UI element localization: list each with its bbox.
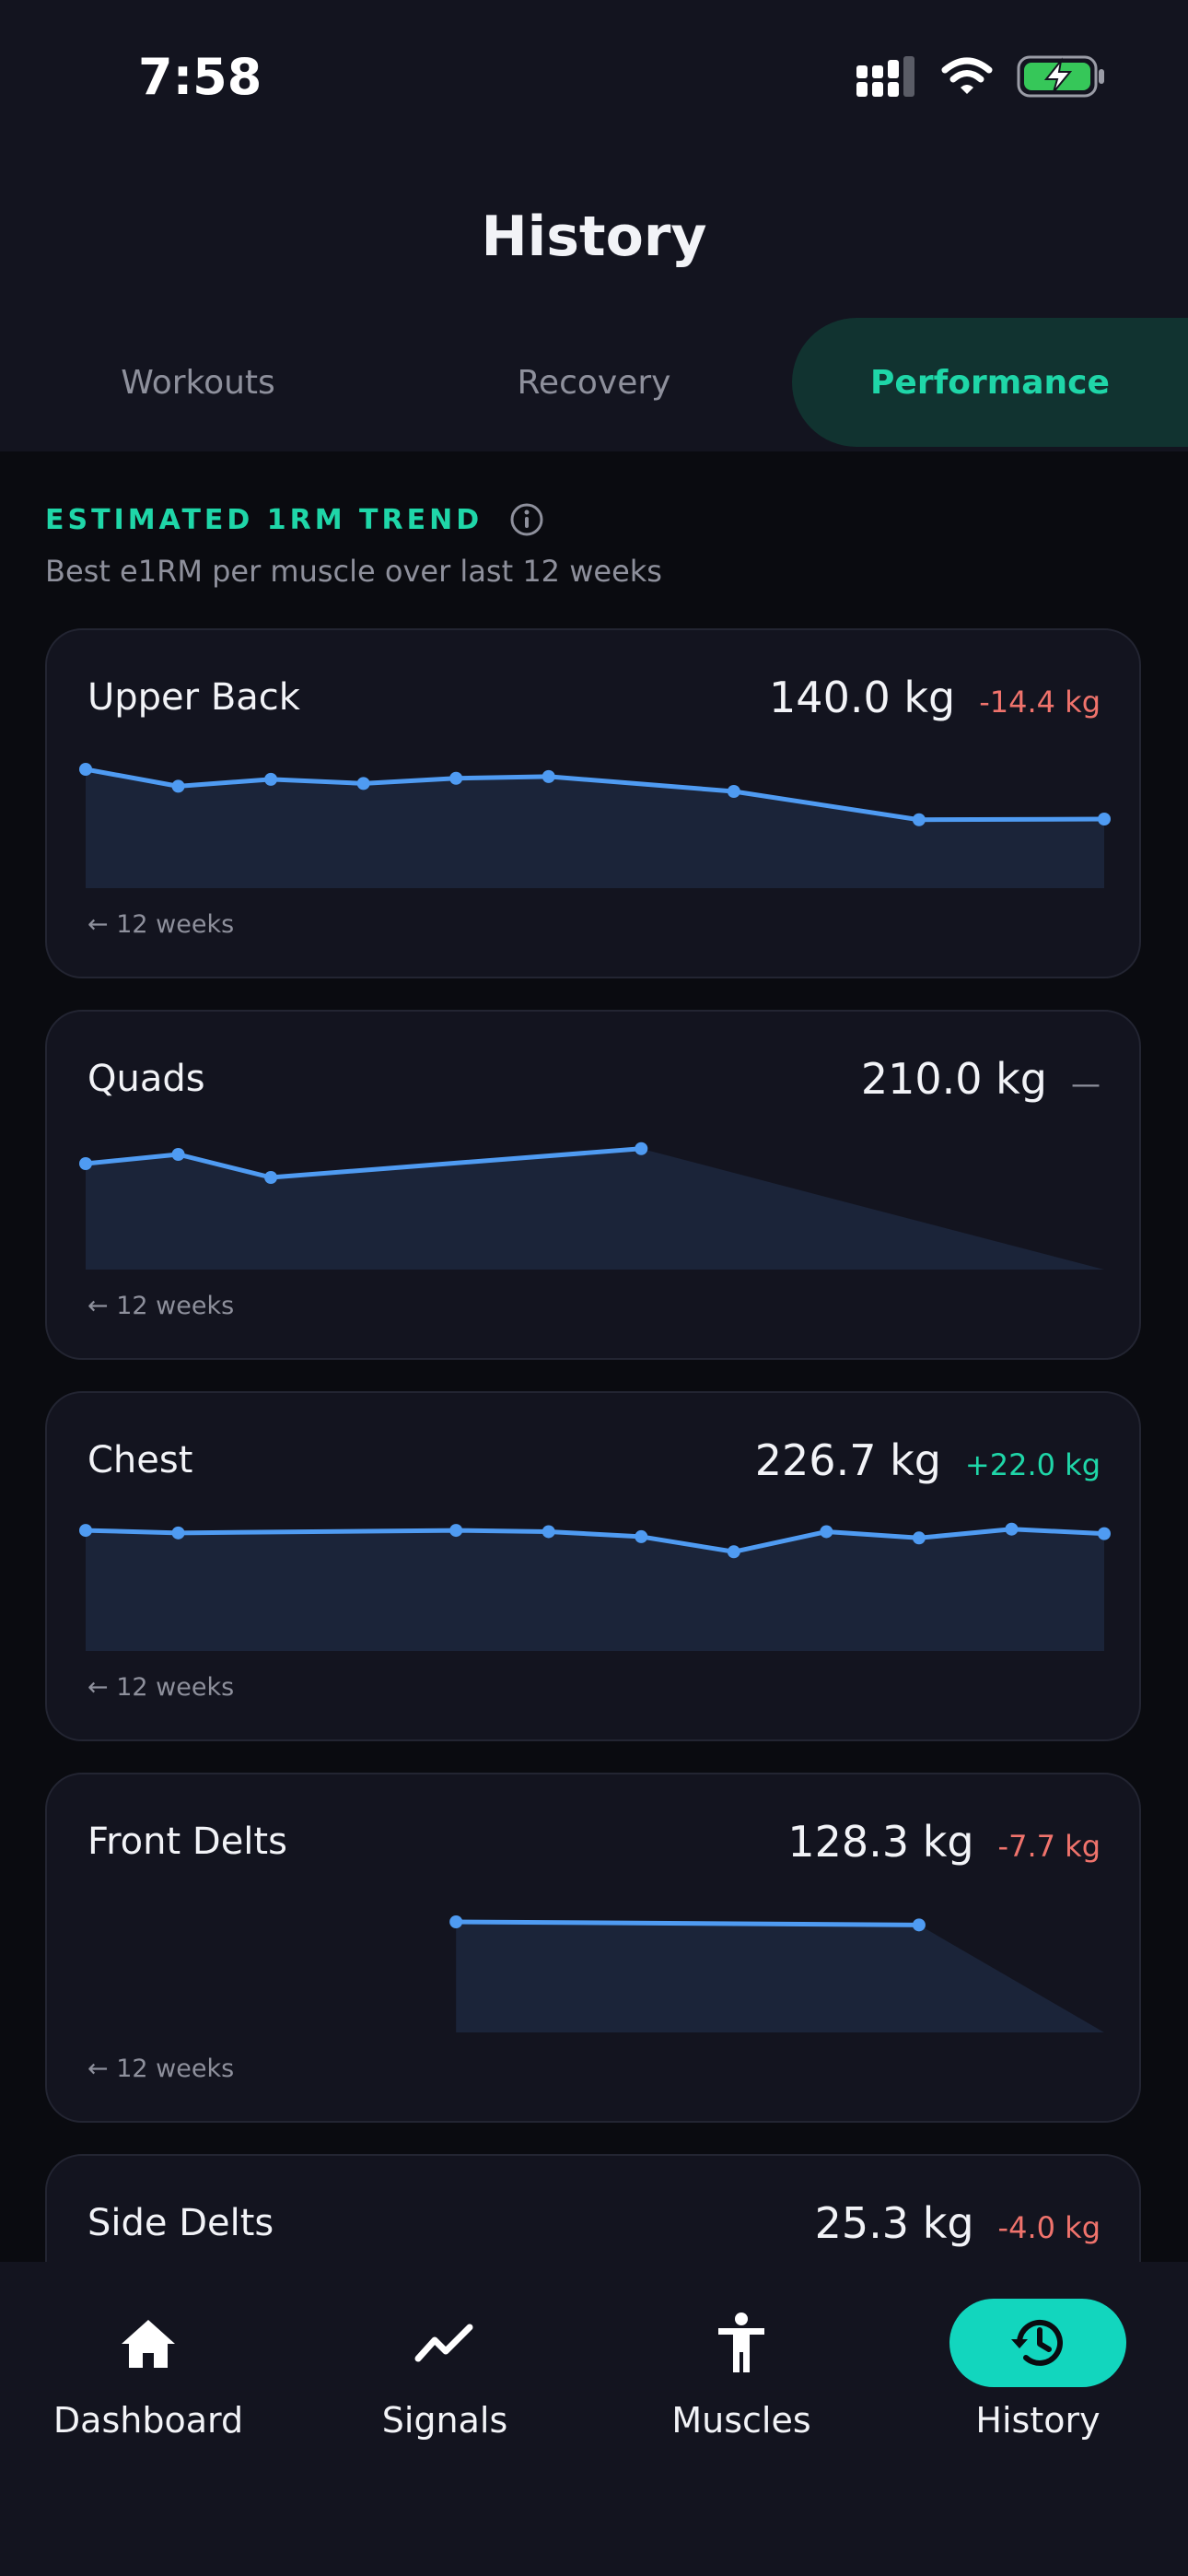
trend-point [1098,1527,1111,1540]
section-header: ESTIMATED 1RM TREND Best e1RM per muscle… [45,502,662,589]
history-icon [1011,2319,1063,2366]
card-muscle-name: Upper Back [87,676,300,719]
trend-point [264,1171,278,1184]
trend-point [449,1524,463,1538]
bottom-navigation: Dashboard Signals Muscles History [0,2262,1188,2576]
trend-area [86,769,1104,888]
trend-point [79,1524,92,1538]
section-title: ESTIMATED 1RM TREND [45,503,483,536]
trend-line [85,1146,642,1180]
trend-point [79,1157,92,1170]
trend-point [912,813,926,826]
trend-chart [79,1142,1104,1270]
card-e1rm-value: 210.0 kg [860,1054,1047,1104]
card-e1rm-value: 226.7 kg [754,1435,941,1485]
nav-label: Dashboard [52,2400,244,2441]
tab-workouts[interactable]: Workouts [121,363,275,402]
cellular-signal-icon [856,56,914,97]
card-muscle-name: Chest [87,1439,193,1481]
trend-point [1098,813,1111,825]
card-delta: -14.4 kg [979,685,1101,720]
trend-point [635,1142,648,1155]
card-range-label: ← 12 weeks [87,1292,235,1320]
trend-point [542,769,555,783]
card-e1rm-value: 25.3 kg [814,2198,974,2248]
trend-point [171,779,185,793]
card-delta: -4.0 kg [997,2210,1101,2245]
trend-point [635,1529,648,1543]
card-delta: — [1071,1066,1101,1101]
card-range-label: ← 12 weeks [87,910,235,939]
muscle-card-quads[interactable]: Quads 210.0 kg — ← 12 weeks [45,1010,1141,1360]
trend-point [727,785,740,798]
card-e1rm-value: 128.3 kg [787,1817,974,1867]
header: History Workouts Recovery Performance [0,157,1188,451]
home-icon [122,2320,175,2368]
trend-chart [79,1522,1111,1651]
trend-chart [79,763,1111,888]
muscle-card-chest[interactable]: Chest 226.7 kg +22.0 kg ← 12 weeks [45,1391,1141,1741]
muscle-card-upper-back[interactable]: Upper Back 140.0 kg -14.4 kg ← 12 weeks [45,628,1141,978]
card-range-label: ← 12 weeks [87,1673,235,1702]
person-icon [718,2313,764,2372]
trend-point [79,763,92,776]
trend-chart [449,1915,1104,2032]
trend-point [171,1148,185,1161]
trend-line [85,1527,1105,1554]
status-bar: 7:58 [0,0,1188,157]
status-time: 7:58 [138,48,262,106]
page-title: History [481,205,707,269]
tab-bar: Workouts Recovery Performance [0,318,1188,447]
section-subtitle: Best e1RM per muscle over last 12 weeks [45,554,662,589]
nav-signals[interactable]: Signals [297,2299,593,2441]
card-delta: -7.7 kg [997,1829,1101,1864]
tab-recovery[interactable]: Recovery [517,363,671,402]
nav-dashboard[interactable]: Dashboard [0,2299,297,2441]
trend-line [456,1919,919,1927]
card-range-label: ← 12 weeks [87,2055,235,2083]
card-muscle-name: Quads [87,1058,205,1100]
trend-point [912,1918,926,1932]
trend-point [820,1525,833,1539]
card-delta: +22.0 kg [964,1447,1101,1482]
card-muscle-name: Front Delts [87,1821,287,1863]
trend-point [449,1915,463,1928]
card-e1rm-value: 140.0 kg [769,673,956,722]
status-icons [856,55,1105,98]
nav-muscles[interactable]: Muscles [593,2299,890,2441]
trend-point [1005,1522,1019,1536]
info-icon[interactable] [509,502,544,537]
trend-point [912,1531,926,1545]
battery-charging-icon [1017,55,1104,98]
trend-icon [414,2324,473,2362]
trend-point [449,771,463,785]
trend-point [542,1525,555,1539]
trend-point [264,772,278,786]
nav-label: Muscles [671,2400,811,2441]
trend-point [171,1526,185,1540]
muscle-card-front-delts[interactable]: Front Delts 128.3 kg -7.7 kg ← 12 weeks [45,1773,1141,2123]
trend-point [727,1545,740,1559]
nav-history[interactable]: History [890,2299,1186,2441]
tab-performance[interactable]: Performance [792,318,1188,447]
nav-label: Signals [381,2400,508,2441]
nav-label: History [975,2400,1101,2441]
trend-area [456,1922,1104,2032]
trend-point [356,777,370,790]
trend-area [86,1528,1104,1651]
trend-area [86,1148,1104,1270]
wifi-icon [941,57,993,94]
card-muscle-name: Side Delts [87,2202,274,2244]
